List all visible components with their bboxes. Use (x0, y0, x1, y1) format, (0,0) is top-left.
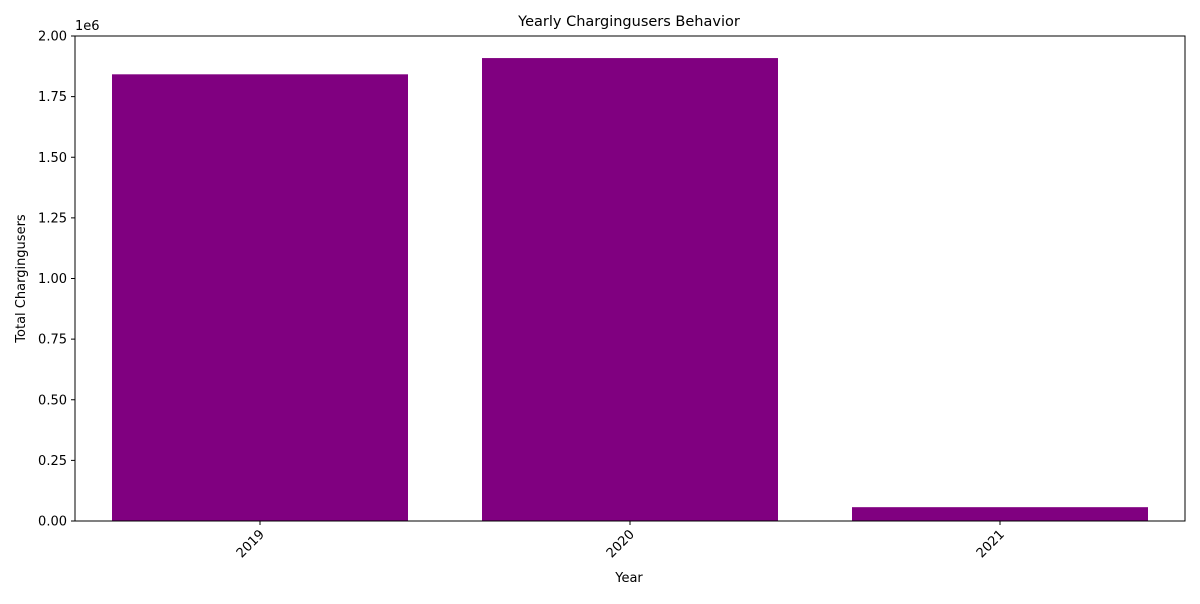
x-tick-label: 2020 (604, 527, 638, 561)
x-axis-label: Year (614, 571, 643, 586)
bars-group (112, 58, 1148, 521)
x-tick-label: 2021 (974, 527, 1008, 561)
bar-2021 (852, 507, 1148, 521)
y-axis-ticks: 0.00 0.25 0.50 0.75 1.00 1.25 1.50 1.75 2.00 (38, 30, 75, 530)
bar-2020 (482, 58, 778, 521)
y-tick-label: 0.75 (38, 333, 67, 348)
x-tick-label: 2019 (234, 527, 268, 561)
y-tick-label: 1.50 (38, 151, 67, 166)
bar-2019 (112, 74, 408, 521)
y-tick-label: 0.50 (38, 393, 67, 408)
y-tick-label: 2.00 (38, 30, 67, 45)
y-tick-label: 0.00 (38, 515, 67, 530)
chart-title: Yearly Chargingusers Behavior (517, 14, 740, 30)
x-axis-ticks: 2019 2020 2021 (234, 521, 1008, 561)
y-tick-label: 0.25 (38, 454, 67, 469)
y-tick-label: 1.75 (38, 90, 67, 105)
y-tick-label: 1.25 (38, 211, 67, 226)
y-axis-label: Total Chargingusers (14, 214, 29, 344)
y-offset-label: 1e6 (75, 19, 100, 34)
y-tick-label: 1.00 (38, 272, 67, 287)
